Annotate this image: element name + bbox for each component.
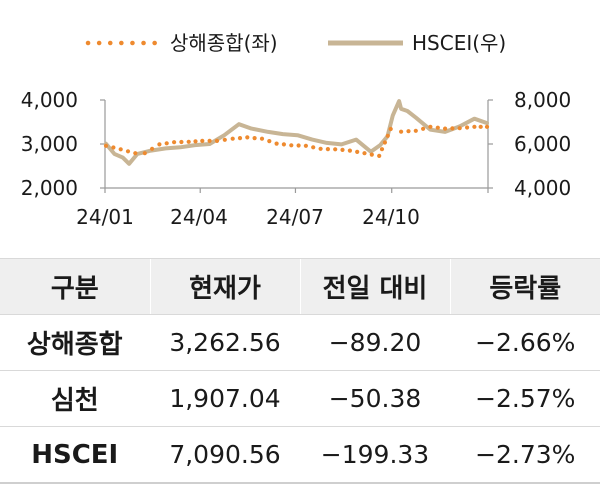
series-point-shanghai [399, 129, 404, 134]
table-row: 심천 1,907.04 −50.38 −2.57% [0, 370, 600, 427]
x-axis-labels: 24/01 24/04 24/07 24/10 [76, 205, 420, 229]
table-row: 상해종합 3,262.56 −89.20 −2.66% [0, 314, 600, 371]
series-point-shanghai [118, 147, 123, 152]
legend-label-shanghai: 상해종합(좌) [170, 31, 278, 55]
header-change: 전일 대비 [299, 258, 450, 315]
series-point-shanghai [421, 126, 426, 131]
legend-label-hscei: HSCEI(우) [412, 31, 506, 55]
x-tick-label: 24/04 [170, 205, 228, 229]
series-point-shanghai [435, 125, 440, 130]
series-point-shanghai [450, 126, 455, 131]
table-row: HSCEI 7,090.56 −199.33 −2.73% [0, 426, 600, 484]
row-price: 3,262.56 [149, 314, 300, 371]
series-point-shanghai [406, 129, 411, 134]
series-point-shanghai [142, 151, 147, 156]
series-point-shanghai [333, 147, 338, 152]
series-point-shanghai [193, 139, 198, 144]
right-y-tick-label: 4,000 [514, 176, 571, 200]
series-point-shanghai [484, 124, 490, 129]
series-point-shanghai [472, 124, 477, 129]
series-point-shanghai [311, 145, 316, 150]
series-point-shanghai [369, 152, 374, 157]
series-point-shanghai [157, 142, 162, 147]
series-point-shanghai [340, 147, 345, 152]
row-name: 상해종합 [0, 314, 150, 371]
series-point-shanghai [428, 124, 433, 129]
series-point-shanghai [245, 135, 250, 140]
series-point-shanghai [133, 151, 138, 156]
row-name: 심천 [0, 370, 150, 427]
series-point-shanghai [103, 143, 109, 148]
series-point-shanghai [172, 140, 177, 145]
series-point-shanghai [230, 136, 235, 141]
series-point-shanghai [465, 125, 470, 130]
series-point-shanghai [347, 148, 352, 153]
left-y-tick-label: 3,000 [21, 132, 78, 156]
x-tick-label: 24/10 [362, 205, 420, 229]
series-point-shanghai [382, 140, 387, 145]
header-price: 현재가 [149, 258, 300, 315]
series-point-shanghai [296, 143, 301, 148]
row-rate: −2.57% [449, 370, 600, 427]
x-tick-label: 24/01 [76, 205, 134, 229]
series-point-shanghai [478, 124, 483, 129]
series-point-shanghai [289, 143, 294, 148]
series-point-shanghai [355, 149, 360, 154]
series-point-shanghai [443, 126, 448, 131]
series-point-shanghai [164, 141, 169, 146]
table-header-row: 구분 현재가 전일 대비 등락률 [0, 258, 600, 315]
series-point-shanghai [125, 149, 131, 154]
plot-area [103, 99, 490, 166]
index-summary-table: 구분 현재가 전일 대비 등락률 상해종합 3,262.56 −89.20 −2… [0, 258, 600, 484]
series-point-shanghai [179, 139, 184, 145]
series-point-shanghai [207, 138, 212, 143]
series-point-shanghai [267, 139, 272, 144]
axes [100, 99, 493, 193]
chart-legend: 상해종합(좌) HSCEI(우) [85, 31, 506, 55]
series-point-shanghai [111, 145, 116, 150]
left-y-axis-labels: 4,000 3,000 2,000 [21, 88, 78, 200]
left-y-tick-label: 4,000 [21, 88, 78, 112]
series-point-shanghai [259, 136, 265, 141]
axis-tick-marks [100, 99, 493, 193]
row-rate: −2.73% [449, 426, 600, 484]
header-rate: 등락률 [449, 258, 600, 315]
series-point-shanghai [274, 141, 279, 146]
series-point-shanghai [222, 137, 227, 142]
series-point-shanghai [186, 139, 191, 144]
dual-axis-line-chart: 상해종합(좌) HSCEI(우) 4,000 3,000 2,000 8,000… [21, 31, 572, 229]
series-point-shanghai [379, 147, 385, 152]
series-point-shanghai [237, 136, 243, 141]
row-change: −50.38 [299, 370, 450, 427]
series-point-shanghai [303, 143, 308, 148]
series-point-shanghai [413, 128, 418, 133]
series-point-shanghai [377, 153, 382, 158]
row-change: −89.20 [299, 314, 450, 371]
row-rate: −2.66% [449, 314, 600, 371]
x-tick-label: 24/07 [266, 205, 324, 229]
series-point-shanghai [457, 126, 462, 131]
right-y-axis-labels: 8,000 6,000 4,000 [514, 88, 571, 200]
series-point-shanghai [385, 133, 390, 138]
series-point-shanghai [388, 126, 393, 132]
series-point-shanghai [200, 138, 205, 143]
row-price: 7,090.56 [149, 426, 300, 484]
series-point-shanghai [150, 146, 155, 151]
row-name: HSCEI [0, 426, 150, 484]
row-change: −199.33 [299, 426, 450, 484]
series-line-shanghai [103, 124, 490, 158]
header-category: 구분 [0, 258, 150, 315]
right-y-tick-label: 8,000 [514, 88, 571, 112]
series-point-shanghai [325, 147, 330, 152]
row-price: 1,907.04 [149, 370, 300, 427]
series-point-shanghai [214, 138, 220, 143]
right-y-tick-label: 6,000 [514, 132, 571, 156]
left-y-tick-label: 2,000 [21, 176, 78, 200]
series-line-hscei [104, 99, 489, 166]
series-point-shanghai [281, 142, 286, 147]
series-point-shanghai [362, 151, 367, 156]
series-point-shanghai [318, 146, 323, 151]
series-point-shanghai [252, 136, 257, 141]
